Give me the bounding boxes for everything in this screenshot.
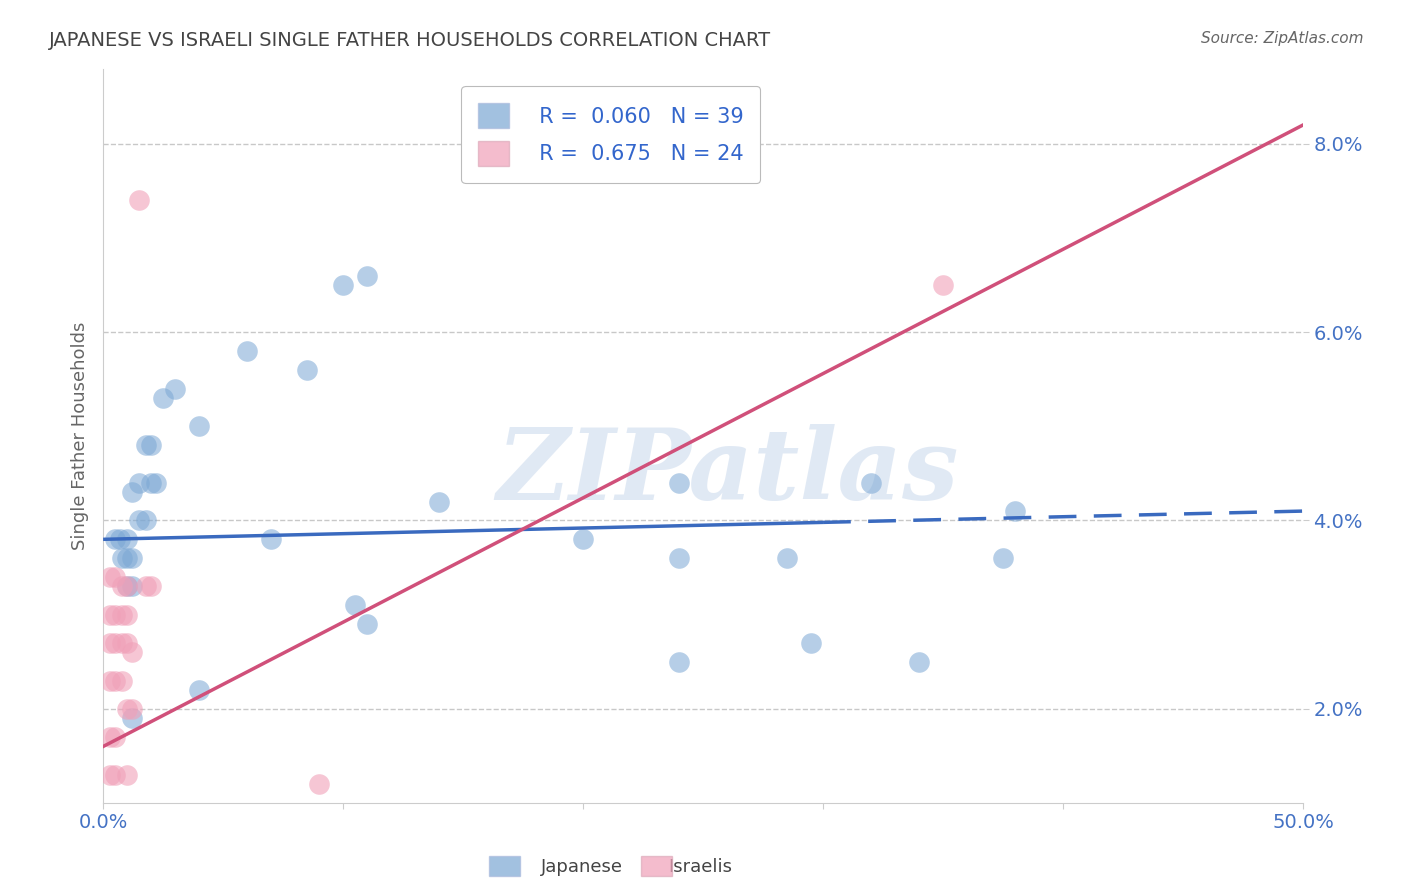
- Point: [145, 475, 167, 490]
- Point: [121, 711, 143, 725]
- Point: [121, 551, 143, 566]
- Text: Israelis: Israelis: [668, 858, 733, 876]
- Point: [115, 579, 138, 593]
- Point: [908, 655, 931, 669]
- Point: [800, 636, 823, 650]
- Point: [152, 391, 174, 405]
- Point: [98, 570, 121, 584]
- Point: [98, 636, 121, 650]
- Legend:   R =  0.060   N = 39,   R =  0.675   N = 24: R = 0.060 N = 39, R = 0.675 N = 24: [461, 87, 761, 183]
- Point: [135, 438, 157, 452]
- Point: [991, 551, 1014, 566]
- Point: [139, 579, 162, 593]
- Point: [128, 194, 150, 208]
- Point: [104, 570, 127, 584]
- Point: [128, 514, 150, 528]
- Point: [668, 475, 690, 490]
- Point: [98, 768, 121, 782]
- Point: [139, 438, 162, 452]
- Point: [104, 673, 127, 688]
- Point: [308, 777, 330, 791]
- Point: [932, 278, 955, 293]
- Point: [572, 533, 595, 547]
- Point: [668, 551, 690, 566]
- Point: [1004, 504, 1026, 518]
- Text: Japanese: Japanese: [541, 858, 623, 876]
- Text: JAPANESE VS ISRAELI SINGLE FATHER HOUSEHOLDS CORRELATION CHART: JAPANESE VS ISRAELI SINGLE FATHER HOUSEH…: [49, 31, 772, 50]
- Point: [776, 551, 799, 566]
- Point: [104, 533, 127, 547]
- Point: [121, 702, 143, 716]
- Point: [668, 655, 690, 669]
- Point: [260, 533, 283, 547]
- Point: [111, 607, 134, 622]
- Point: [139, 475, 162, 490]
- Point: [121, 485, 143, 500]
- Point: [98, 607, 121, 622]
- Point: [115, 551, 138, 566]
- Point: [111, 636, 134, 650]
- Point: [332, 278, 354, 293]
- Point: [111, 579, 134, 593]
- Point: [115, 768, 138, 782]
- Point: [427, 494, 450, 508]
- Point: [356, 617, 378, 632]
- Point: [860, 475, 883, 490]
- Point: [98, 730, 121, 744]
- Point: [115, 636, 138, 650]
- Point: [236, 344, 259, 359]
- Point: [104, 730, 127, 744]
- Point: [104, 768, 127, 782]
- Point: [121, 579, 143, 593]
- Point: [165, 382, 187, 396]
- Text: ZIPatlas: ZIPatlas: [496, 425, 959, 521]
- Point: [115, 607, 138, 622]
- Point: [111, 673, 134, 688]
- Point: [188, 683, 211, 698]
- Point: [98, 673, 121, 688]
- Point: [104, 636, 127, 650]
- Point: [108, 533, 131, 547]
- Point: [344, 599, 367, 613]
- Point: [115, 533, 138, 547]
- Point: [135, 514, 157, 528]
- Text: Source: ZipAtlas.com: Source: ZipAtlas.com: [1201, 31, 1364, 46]
- Point: [115, 702, 138, 716]
- Point: [128, 475, 150, 490]
- Point: [135, 579, 157, 593]
- Y-axis label: Single Father Households: Single Father Households: [72, 321, 89, 550]
- Point: [356, 268, 378, 283]
- Point: [121, 645, 143, 659]
- Point: [188, 419, 211, 434]
- Point: [104, 607, 127, 622]
- Point: [295, 363, 318, 377]
- Point: [115, 579, 138, 593]
- Point: [111, 551, 134, 566]
